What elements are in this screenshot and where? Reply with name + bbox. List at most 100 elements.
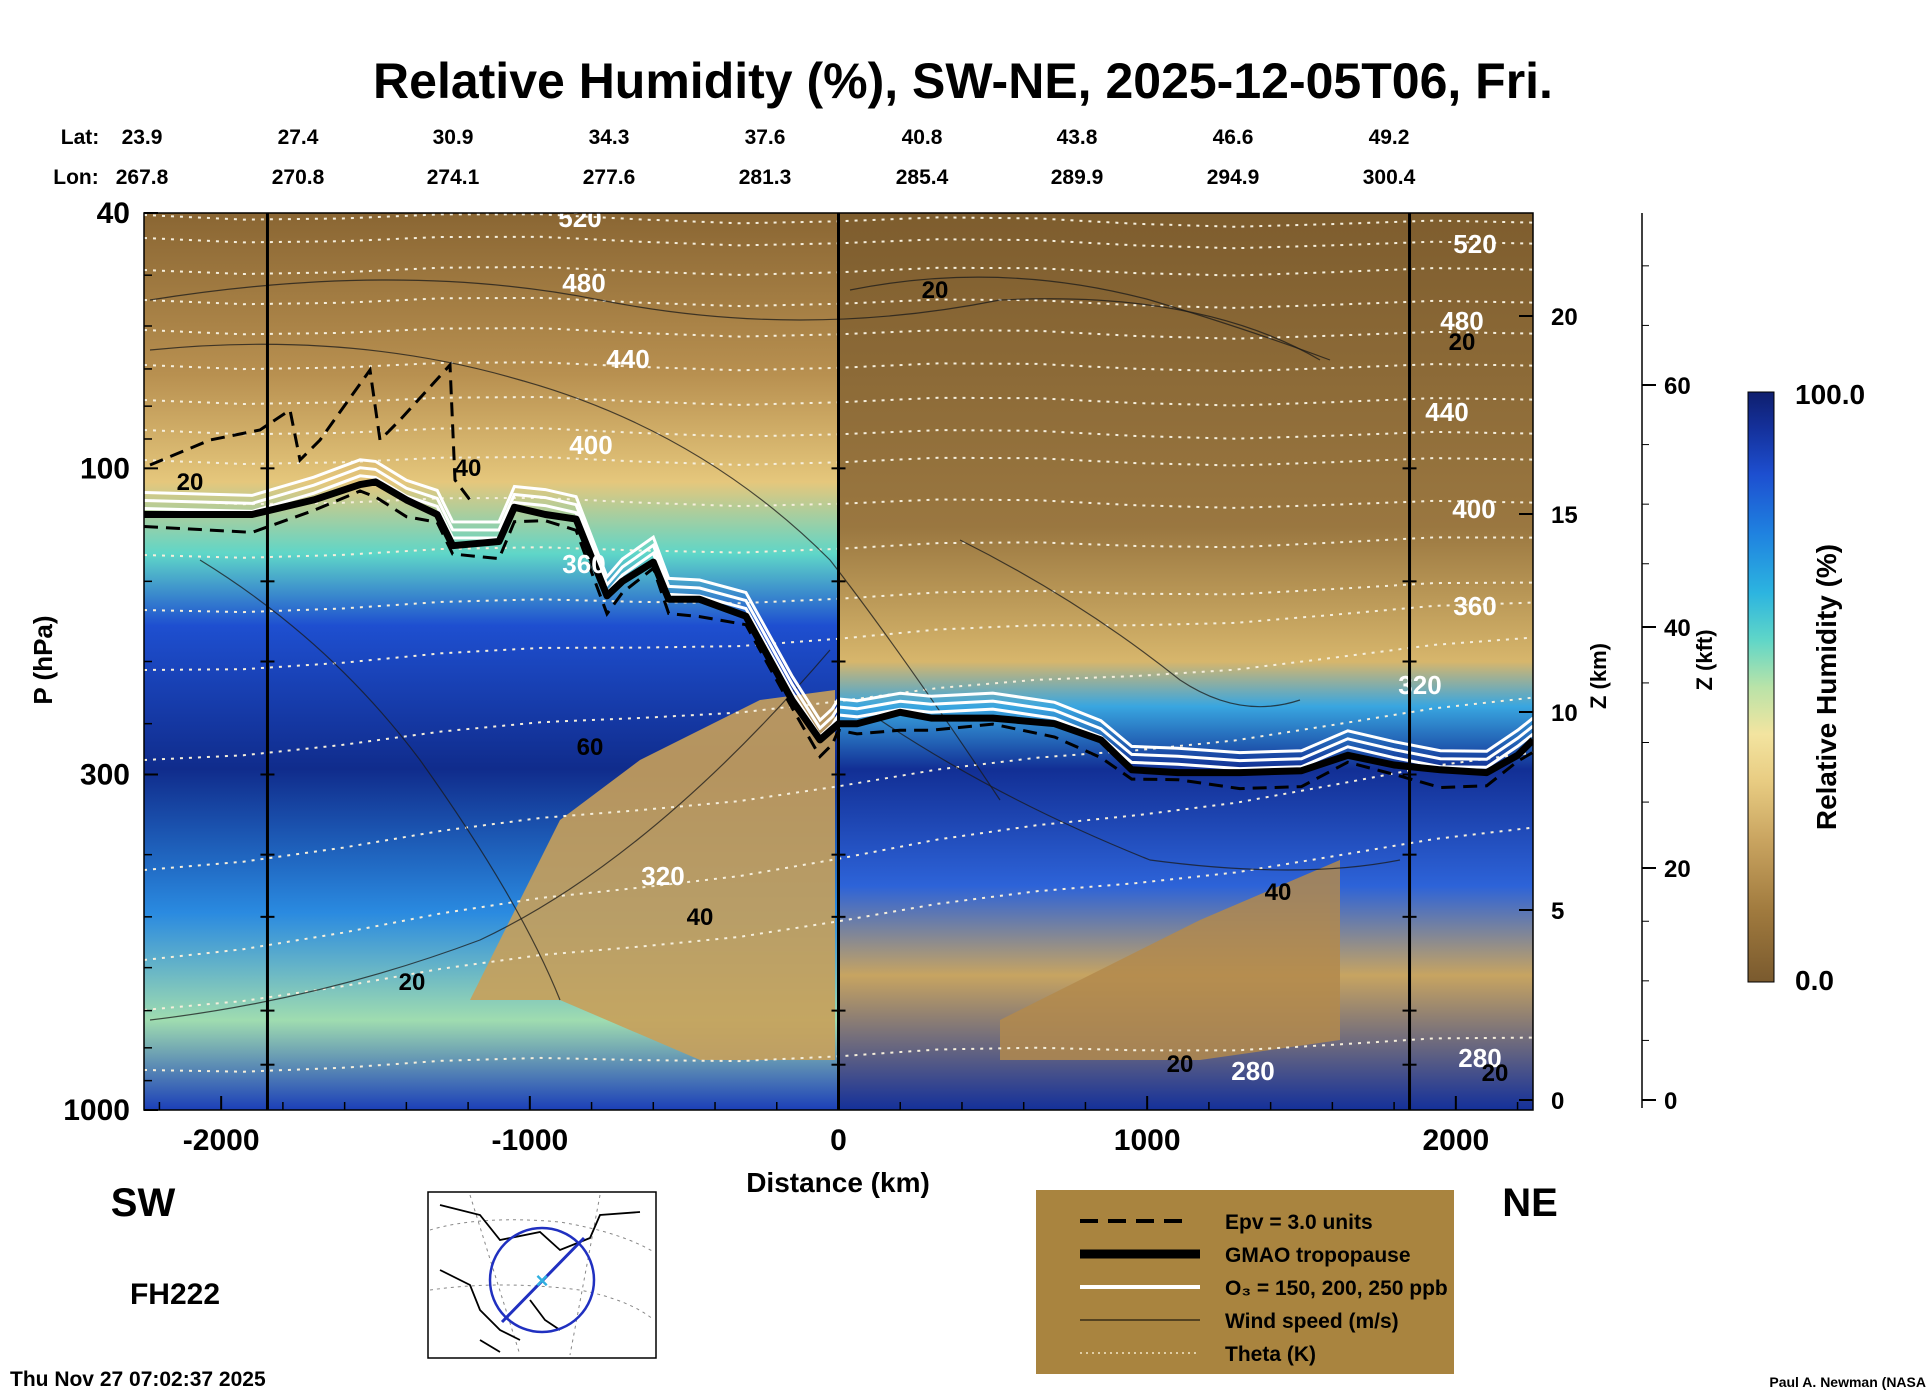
dry-tongue-right — [1000, 860, 1340, 1060]
x-tick-label: 0 — [830, 1124, 847, 1157]
lon-value: 281.3 — [738, 166, 792, 189]
lat-value: 49.2 — [1368, 126, 1410, 149]
colorbar-gradient — [1747, 391, 1775, 983]
theta-contour-label: 480 — [1440, 306, 1483, 336]
z-kft-axis: 0 20 40 60 — [1641, 213, 1691, 1115]
p-tick-label: 40 — [97, 197, 130, 230]
colorbar-title: Relative Humidity (%) — [1811, 544, 1842, 830]
legend-label: Wind speed (m/s) — [1225, 1310, 1399, 1333]
credit-text: Paul A. Newman (NASA — [1769, 1374, 1926, 1390]
theta-contour-label: 280 — [1231, 1056, 1274, 1086]
forecast-hour: FH222 — [130, 1278, 220, 1311]
x-tick-label: 2000 — [1422, 1124, 1489, 1157]
lon-value: 274.1 — [426, 166, 480, 189]
pressure-axis: 40 100 300 1000 — [63, 197, 158, 1127]
lat-value: 34.3 — [588, 126, 630, 149]
wind-speed-line — [849, 276, 1331, 361]
theta-contour-label: 360 — [562, 549, 605, 579]
y-axis-label: P (hPa) — [28, 615, 58, 704]
z-kft-tick-label: 40 — [1664, 615, 1691, 642]
lon-value: 285.4 — [895, 166, 949, 189]
z-km-tick-label: 10 — [1551, 700, 1578, 727]
x-tick-label: -1000 — [491, 1124, 568, 1157]
wind-speed-line — [199, 559, 561, 1001]
legend-box — [1036, 1190, 1454, 1374]
lat-value: 43.8 — [1056, 126, 1098, 149]
wind-contour-label: 20 — [177, 469, 204, 496]
z-km-axis: 0 5 10 15 20 — [1519, 304, 1578, 1115]
wind-contour-label: 60 — [577, 734, 604, 761]
epv-contour — [144, 361, 1533, 791]
ne-direction-label: NE — [1502, 1181, 1558, 1225]
wind-contour-label: 20 — [1167, 1051, 1194, 1078]
wind-contour-label: 40 — [455, 455, 482, 482]
wind-contour-label: 40 — [1265, 879, 1292, 906]
ozone-line — [144, 458, 1533, 755]
z-kft-axis-label: Z (kft) — [1692, 629, 1717, 690]
lat-value: 40.8 — [901, 126, 943, 149]
p-tick-label: 300 — [80, 758, 130, 791]
z-km-tick-label: 5 — [1551, 898, 1564, 925]
lat-value: 37.6 — [744, 126, 786, 149]
theta-contour-label: 280 — [1458, 1043, 1501, 1073]
epv-line — [144, 489, 1533, 791]
colorbar-max-label: 100.0 — [1795, 379, 1865, 410]
legend-label: Theta (K) — [1225, 1343, 1316, 1366]
lon-value: 294.9 — [1206, 166, 1260, 189]
legend: Epv = 3.0 units GMAO tropopause O₃ = 150… — [1036, 1190, 1454, 1374]
z-km-tick-label: 15 — [1551, 502, 1578, 529]
theta-contour-label: 440 — [1425, 397, 1468, 427]
z-km-tick-label: 20 — [1551, 304, 1578, 331]
lat-value: 46.6 — [1212, 126, 1254, 149]
z-kft-tick-label: 60 — [1664, 373, 1691, 400]
lon-label: Lon: — [53, 166, 99, 189]
lat-value: 27.4 — [277, 126, 319, 149]
p-tick-label: 1000 — [63, 1094, 130, 1127]
wind-speed-line — [149, 343, 1001, 801]
latitude-row: Lat: 23.9 27.4 30.9 34.3 37.6 40.8 43.8 … — [0, 126, 1926, 152]
theta-contour-label: 520 — [558, 203, 601, 233]
x-axis-label: Distance (km) — [746, 1167, 930, 1198]
colorbar: 100.0 0.0 Relative Humidity (%) — [1747, 379, 1865, 996]
wind-speed-line — [149, 649, 831, 1021]
lon-value: 267.8 — [115, 166, 169, 189]
map-coastlines — [439, 1204, 641, 1353]
wind-speed-line — [959, 539, 1301, 708]
z-km-axis-label: Z (km) — [1586, 643, 1611, 709]
theta-contour-label: 400 — [1452, 494, 1495, 524]
lat-value: 23.9 — [121, 126, 163, 149]
lon-value: 300.4 — [1362, 166, 1416, 189]
map-graticule — [569, 1194, 601, 1356]
wind-contour-label: 20 — [399, 969, 426, 996]
theta-contour-label: 400 — [569, 430, 612, 460]
map-range-circle — [488, 1226, 596, 1334]
distance-axis: -2000 -1000 0 1000 2000 — [158, 1096, 1519, 1157]
p-tick-label: 100 — [80, 452, 130, 485]
map-section-line — [500, 1236, 586, 1324]
legend-label: Epv = 3.0 units — [1225, 1211, 1373, 1234]
x-tick-label: -2000 — [183, 1124, 260, 1157]
sw-direction-label: SW — [111, 1181, 176, 1225]
wind-contour-label: 20 — [1449, 329, 1476, 356]
gmao-tropopause-line — [144, 478, 1533, 777]
wind-contour-label: 20 — [1482, 1060, 1509, 1087]
theta-contour-label: 320 — [1398, 670, 1441, 700]
wind-contour-label: 20 — [922, 277, 949, 304]
wind-speed-line — [879, 719, 1401, 871]
locator-map-frame — [427, 1191, 657, 1359]
lat-label: Lat: — [60, 126, 100, 149]
colorbar-min-label: 0.0 — [1795, 965, 1834, 996]
lat-value: 30.9 — [432, 126, 474, 149]
wind-speed-contours — [149, 276, 1401, 1021]
theta-contour-label: 480 — [562, 268, 605, 298]
theta-contour-label: 360 — [1453, 591, 1496, 621]
ozone-line — [144, 466, 1533, 763]
legend-label: O₃ = 150, 200, 250 ppb — [1225, 1277, 1448, 1300]
dry-tongue — [470, 690, 835, 1060]
lon-value: 277.6 — [582, 166, 636, 189]
x-tick-label: 1000 — [1114, 1124, 1181, 1157]
locator-map: × — [427, 1191, 657, 1359]
wind-speed-line — [149, 279, 1321, 361]
